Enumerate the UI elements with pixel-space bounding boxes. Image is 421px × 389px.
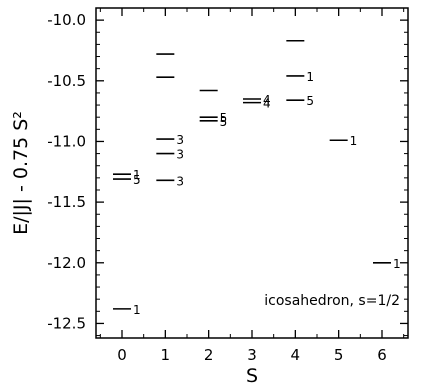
level-degeneracy-label: 5 (220, 111, 228, 125)
level-degeneracy-label: 1 (306, 70, 314, 84)
y-tick-label: -12.0 (47, 254, 86, 272)
level-degeneracy-label: 3 (176, 174, 184, 188)
y-tick-label: -12.5 (47, 314, 86, 332)
x-tick-label: 0 (117, 346, 127, 364)
x-tick-label: 5 (334, 346, 344, 364)
level-degeneracy-label: 4 (263, 93, 271, 107)
level-degeneracy-label: 5 (306, 94, 314, 108)
y-tick-label: -10.5 (47, 72, 86, 90)
chart-annotation: icosahedron, s=1/2 (264, 293, 400, 309)
y-tick-label: -11.0 (47, 132, 86, 150)
level-degeneracy-label: 5 (133, 173, 141, 187)
y-tick-label: -11.5 (47, 193, 86, 211)
level-degeneracy-label: 4 (263, 97, 271, 111)
x-tick-label: 2 (204, 346, 214, 364)
level-degeneracy-label: 1 (350, 134, 358, 148)
ticks-group: 0 1 2 3 4 5 6 -10.0 -10.5 -11.0 -11.5 -12.0 -12.5 (47, 7, 408, 364)
level-degeneracy-label: 5 (220, 115, 228, 129)
level-degeneracy-label: 1 (133, 168, 141, 182)
level-degeneracy-label: 3 (176, 148, 184, 162)
y-tick-label: -10.0 (47, 11, 86, 29)
plot-frame (95, 7, 409, 339)
level-degeneracy-label: 1 (133, 303, 141, 317)
x-tick-label: 6 (377, 346, 387, 364)
level-degeneracy-label: 1 (393, 257, 401, 271)
x-tick-label: 1 (161, 346, 171, 364)
x-tick-label: 3 (247, 346, 257, 364)
x-axis-title: S (246, 365, 258, 387)
y-axis-title: E/|J| - 0.75 S² (10, 111, 32, 235)
level-degeneracy-label: 3 (176, 133, 184, 147)
x-tick-label: 4 (291, 346, 301, 364)
